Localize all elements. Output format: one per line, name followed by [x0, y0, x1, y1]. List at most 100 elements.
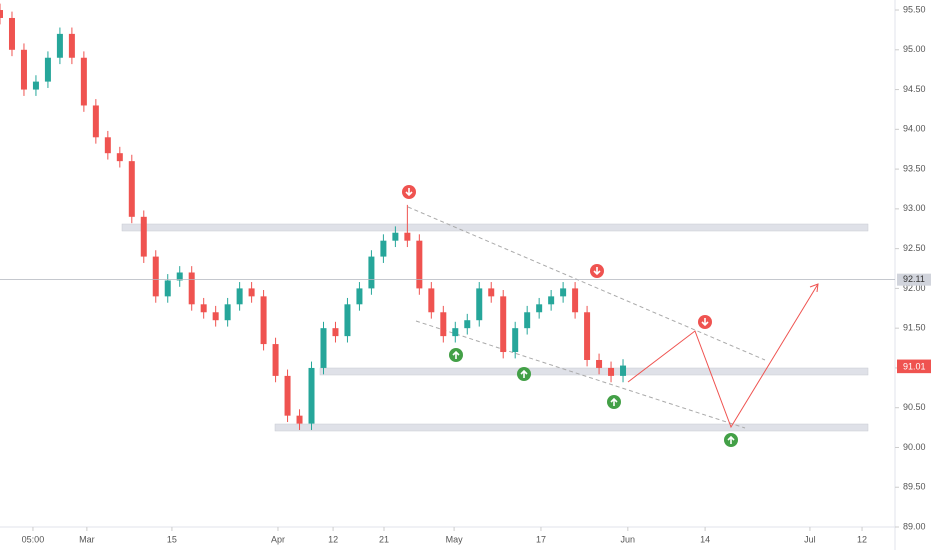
price-tag-label: 92.11 — [903, 274, 925, 284]
resistance-zone — [121, 223, 869, 232]
x-tick-label: Jul — [804, 534, 816, 544]
candle-body — [344, 304, 351, 337]
candle-body — [104, 137, 111, 154]
y-tick-label: 89.50 — [903, 482, 926, 492]
candle-body — [80, 57, 87, 106]
candle-body — [596, 359, 603, 368]
y-tick-label: 93.50 — [903, 163, 926, 173]
x-tick-label: Apr — [271, 534, 285, 544]
y-tick-label: 92.50 — [903, 243, 926, 253]
candle-body — [476, 288, 483, 321]
candle-body — [176, 272, 183, 281]
y-tick-label: 94.50 — [903, 84, 926, 94]
candle-body — [536, 304, 543, 313]
candle-body — [188, 272, 195, 305]
candle-body — [236, 288, 243, 305]
candle-body — [200, 304, 207, 313]
candle-body — [512, 328, 519, 353]
candle-body — [560, 288, 567, 297]
candle-body — [356, 288, 363, 305]
candle-body — [320, 328, 327, 368]
candle-body — [500, 296, 507, 353]
y-tick-label: 93.00 — [903, 203, 926, 213]
candle-body — [392, 232, 399, 241]
y-tick-label: 92.00 — [903, 283, 926, 293]
candle-body — [20, 49, 27, 90]
candle-body — [152, 256, 159, 297]
candle-body — [572, 288, 579, 313]
signal-arrow — [610, 397, 618, 406]
candle-body — [272, 344, 279, 376]
x-tick-label: May — [446, 534, 464, 544]
candle-body — [608, 367, 615, 376]
signal-arrow — [701, 318, 709, 327]
candle-body — [404, 232, 411, 241]
candle-body — [620, 365, 627, 376]
candle-body — [44, 57, 51, 82]
candle-body — [332, 328, 339, 337]
candle-body — [464, 320, 471, 329]
x-tick-label: 21 — [379, 534, 389, 544]
signal-arrow — [520, 369, 528, 378]
price-tag-label: 91.01 — [903, 362, 926, 372]
y-tick-label: 91.50 — [903, 323, 926, 333]
candle-body — [524, 312, 531, 329]
channel-lower — [415, 320, 746, 429]
y-tick-label: 95.50 — [903, 4, 926, 14]
candle-body — [116, 153, 123, 162]
x-tick-label: 14 — [700, 534, 710, 544]
x-tick-label: 12 — [857, 534, 867, 544]
candle-body — [68, 33, 75, 58]
candle-body — [380, 240, 387, 257]
x-tick-label: 12 — [328, 534, 338, 544]
y-tick-label: 90.00 — [903, 442, 926, 452]
x-tick-label: 17 — [536, 534, 546, 544]
candle-body — [212, 312, 219, 321]
signal-arrow — [405, 188, 413, 197]
candle-body — [584, 312, 591, 360]
signal-arrow — [727, 435, 735, 444]
signal-arrow — [452, 350, 460, 359]
candle-body — [164, 280, 171, 297]
projection-path — [627, 283, 819, 429]
candle-body — [308, 367, 315, 424]
candle-body — [296, 415, 303, 424]
zones — [121, 206, 869, 432]
support-zone — [274, 423, 869, 432]
x-tick-label: 15 — [167, 534, 177, 544]
candle-body — [8, 17, 15, 50]
candle-body — [248, 288, 255, 297]
candle-body — [488, 288, 495, 297]
candle-body — [440, 312, 447, 337]
y-tick-label: 89.00 — [903, 521, 926, 531]
candle-body — [0, 10, 3, 18]
y-tick-label: 90.50 — [903, 402, 926, 412]
channel-upper — [407, 206, 766, 361]
candle-body — [140, 216, 147, 257]
candle-body — [128, 161, 135, 217]
support-zone — [319, 367, 869, 376]
x-tick-label: 05:00 — [22, 534, 45, 544]
y-tick-label: 95.00 — [903, 44, 926, 54]
candle-body — [284, 375, 291, 416]
price-tag-bg — [897, 273, 931, 286]
candle-body — [416, 240, 423, 289]
x-tick-label: Mar — [79, 534, 95, 544]
x-tick-label: Jun — [621, 534, 636, 544]
candle-body — [452, 328, 459, 337]
candle-body — [56, 33, 63, 58]
candle-body — [92, 105, 99, 138]
projection-arrowhead — [809, 283, 819, 293]
signal-icons — [402, 185, 738, 447]
candle-body — [548, 296, 555, 305]
y-tick-label: 94.00 — [903, 124, 926, 134]
signal-arrow — [593, 267, 601, 276]
candle-body — [368, 256, 375, 289]
candle-body — [428, 288, 435, 313]
price-tag-bg — [897, 361, 931, 374]
candle-body — [32, 81, 39, 90]
candle-body — [260, 296, 267, 345]
candle-body — [224, 304, 231, 321]
